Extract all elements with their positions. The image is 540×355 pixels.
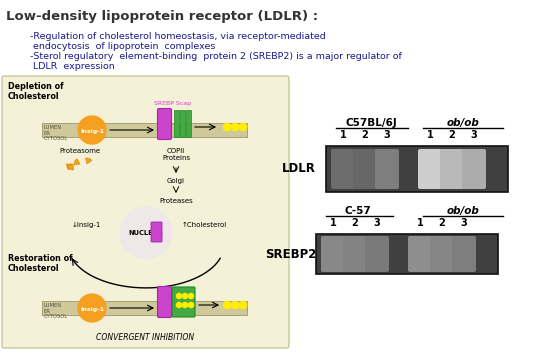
- Text: 3: 3: [461, 218, 468, 228]
- Text: 1: 1: [329, 218, 336, 228]
- FancyBboxPatch shape: [462, 149, 486, 189]
- Circle shape: [231, 123, 239, 131]
- Circle shape: [182, 302, 188, 308]
- FancyBboxPatch shape: [151, 222, 162, 242]
- Text: 3: 3: [383, 130, 390, 140]
- Text: LUMEN: LUMEN: [44, 303, 62, 308]
- Circle shape: [223, 301, 231, 309]
- Text: -Sterol regulatory  element-binding  protein 2 (SREBP2) is a major regulator of: -Sterol regulatory element-binding prote…: [30, 52, 402, 61]
- Text: CONVERGENT INHIBITION: CONVERGENT INHIBITION: [96, 333, 194, 342]
- Text: NUCLEUS: NUCLEUS: [129, 230, 164, 236]
- Text: ob/ob: ob/ob: [447, 206, 480, 216]
- Text: ER: ER: [44, 309, 51, 314]
- Wedge shape: [68, 164, 73, 170]
- FancyBboxPatch shape: [2, 76, 289, 348]
- Text: Insig-1: Insig-1: [80, 129, 104, 133]
- Circle shape: [176, 293, 182, 299]
- FancyBboxPatch shape: [430, 236, 454, 272]
- FancyBboxPatch shape: [158, 109, 172, 140]
- Text: Insig-1: Insig-1: [80, 306, 104, 311]
- Text: ↑Cholesterol: ↑Cholesterol: [181, 222, 227, 228]
- Text: 1: 1: [340, 130, 346, 140]
- FancyBboxPatch shape: [158, 286, 172, 317]
- FancyBboxPatch shape: [408, 236, 432, 272]
- Bar: [316, 234, 498, 274]
- Text: LUMEN: LUMEN: [44, 125, 62, 130]
- Text: LDLR: LDLR: [282, 163, 316, 175]
- Circle shape: [182, 293, 188, 299]
- Text: SREBP2: SREBP2: [265, 247, 316, 261]
- Bar: [174, 110, 179, 137]
- Text: ER: ER: [44, 131, 51, 136]
- Bar: [326, 146, 508, 192]
- Wedge shape: [66, 164, 72, 170]
- FancyBboxPatch shape: [452, 236, 476, 272]
- FancyBboxPatch shape: [331, 149, 355, 189]
- Wedge shape: [74, 159, 80, 165]
- Text: SREBP Scap: SREBP Scap: [154, 101, 192, 106]
- FancyBboxPatch shape: [375, 149, 399, 189]
- Text: 2: 2: [362, 130, 368, 140]
- Bar: [42, 123, 247, 137]
- Bar: [186, 110, 191, 137]
- Text: 2: 2: [449, 130, 455, 140]
- FancyBboxPatch shape: [321, 236, 345, 272]
- Text: 3: 3: [471, 130, 477, 140]
- Circle shape: [239, 301, 247, 309]
- FancyBboxPatch shape: [343, 236, 367, 272]
- FancyBboxPatch shape: [440, 149, 464, 189]
- FancyBboxPatch shape: [353, 149, 377, 189]
- Text: 1: 1: [427, 130, 434, 140]
- Text: COPII
Proteins: COPII Proteins: [162, 148, 190, 161]
- Text: ob/ob: ob/ob: [447, 118, 480, 128]
- Text: Depletion of
Cholesterol: Depletion of Cholesterol: [8, 82, 64, 102]
- Bar: [42, 301, 247, 315]
- Circle shape: [223, 123, 231, 131]
- FancyBboxPatch shape: [418, 149, 442, 189]
- FancyBboxPatch shape: [365, 236, 389, 272]
- Text: C-57: C-57: [345, 206, 372, 216]
- Text: C57BL/6J: C57BL/6J: [345, 118, 397, 128]
- Text: Low-density lipoprotein receptor (LDLR) :: Low-density lipoprotein receptor (LDLR) …: [6, 10, 318, 23]
- Circle shape: [188, 302, 194, 308]
- Text: endocytosis  of lipoprotein  complexes: endocytosis of lipoprotein complexes: [30, 42, 215, 51]
- Text: -Regulation of cholesterol homeostasis, via receptor-mediated: -Regulation of cholesterol homeostasis, …: [30, 32, 326, 41]
- Text: LDLR  expression: LDLR expression: [30, 62, 114, 71]
- Text: CYTOSOL: CYTOSOL: [44, 314, 68, 319]
- Text: Proteasome: Proteasome: [59, 148, 100, 154]
- Text: 3: 3: [374, 218, 380, 228]
- Circle shape: [120, 207, 172, 259]
- Circle shape: [188, 293, 194, 299]
- Circle shape: [231, 301, 239, 309]
- Text: ↓Insig-1: ↓Insig-1: [71, 222, 100, 228]
- Circle shape: [239, 123, 247, 131]
- Bar: [180, 110, 185, 137]
- Circle shape: [176, 302, 182, 308]
- FancyBboxPatch shape: [172, 287, 195, 317]
- Wedge shape: [85, 158, 92, 164]
- Text: 2: 2: [352, 218, 359, 228]
- Text: Restoration of
Cholesterol: Restoration of Cholesterol: [8, 254, 72, 273]
- Text: Golgi: Golgi: [167, 178, 185, 184]
- Text: Proteases: Proteases: [159, 198, 193, 204]
- Text: CYTOSOL: CYTOSOL: [44, 136, 68, 141]
- Circle shape: [78, 294, 106, 322]
- Text: 2: 2: [438, 218, 445, 228]
- Circle shape: [78, 116, 106, 144]
- Text: 1: 1: [417, 218, 423, 228]
